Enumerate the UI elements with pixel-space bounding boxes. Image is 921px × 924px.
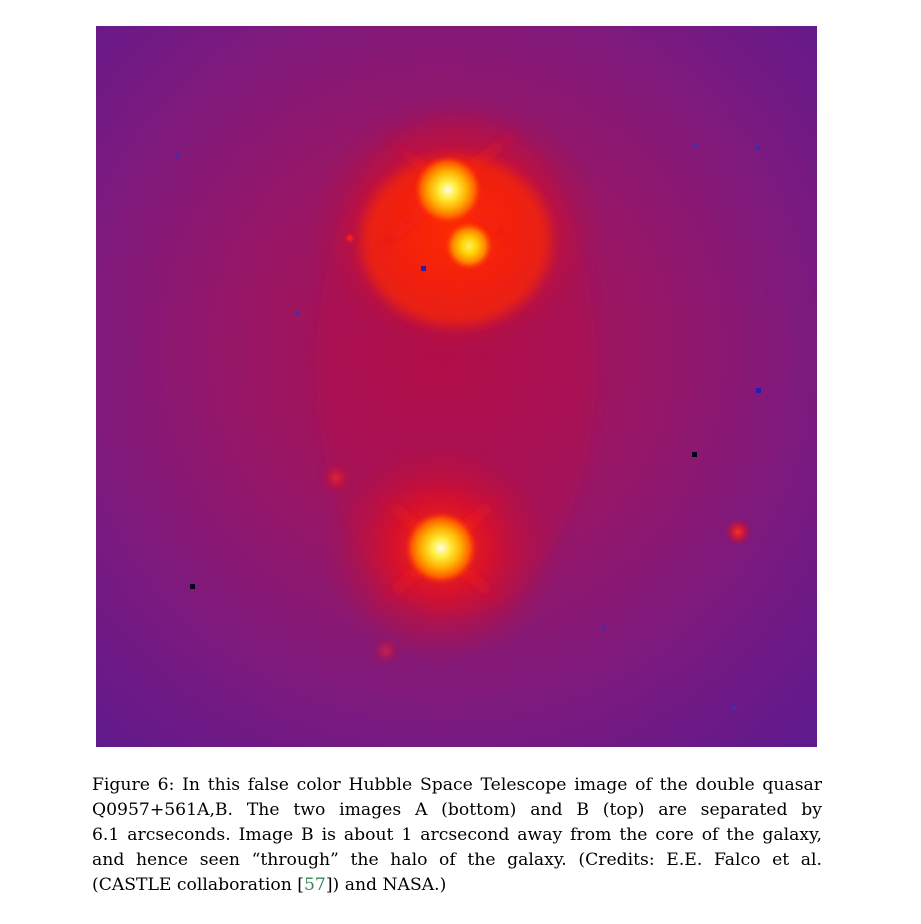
faint-source-right (724, 518, 752, 546)
quasar-false-color-image (96, 26, 817, 747)
blue-pixel (756, 146, 760, 150)
quasar-image-b (414, 156, 482, 224)
dark-pixel (190, 584, 195, 589)
citation-link[interactable]: 57 (303, 875, 326, 895)
hubble-image-svg (96, 26, 817, 747)
dark-pixel (692, 452, 697, 457)
caption-line-5: (CASTLE collaboration [57]) and NASA.) (92, 875, 447, 895)
caption-line-1: Figure 6: In this false color Hubble Spa… (92, 775, 823, 795)
caption-line-4: and hence seen “through” the halo of the… (92, 850, 822, 870)
faint-source-left (342, 230, 358, 246)
figure-label: Figure 6: (92, 775, 175, 795)
quasar-image-a (405, 512, 477, 584)
caption-line-3: 6.1 arcseconds. Image B is about 1 arcse… (92, 825, 822, 845)
figure-caption: Figure 6: In this false color Hubble Spa… (92, 773, 822, 898)
blue-pixel (756, 388, 761, 393)
blue-pixel (421, 266, 426, 271)
lensing-galaxy-core (445, 222, 493, 270)
caption-line-2: Q0957+561A,B. The two images A (bottom) … (92, 800, 822, 820)
